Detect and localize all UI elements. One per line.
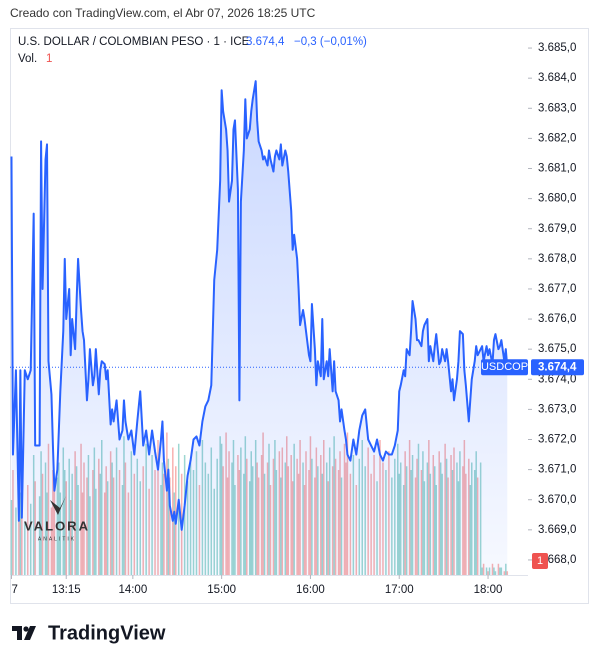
logo-icon	[12, 626, 36, 640]
watermark-icon	[50, 496, 66, 515]
y-tick-label: 3.670,0	[538, 494, 576, 506]
y-tick-label: 3.681,0	[538, 163, 576, 175]
y-tick-label: 3.677,0	[538, 283, 576, 295]
chart-frame	[10, 28, 589, 604]
footer-logo: TradingView	[12, 622, 166, 644]
caption: Creado con TradingView.com, el Abr 07, 2…	[10, 6, 316, 20]
watermark-text: VALORA	[24, 518, 90, 533]
x-tick-label: 7	[11, 584, 17, 596]
x-tick-label: 13:15	[52, 584, 81, 596]
x-tick-label: 16:00	[296, 584, 325, 596]
volume-tag	[532, 553, 548, 569]
price-line	[10, 80, 509, 531]
symbol-tag-text: USDCOP	[481, 361, 528, 373]
y-tick-label: 3.671,0	[538, 464, 576, 476]
y-tick-label: 3.673,0	[538, 403, 576, 415]
y-tick-label: 3.682,0	[538, 132, 576, 144]
volume-label: Vol.	[18, 53, 37, 65]
x-tick-label: 15:00	[207, 584, 236, 596]
last-price: 3.674,4	[246, 36, 285, 48]
symbol-tag	[481, 359, 528, 376]
x-tick-label: 14:00	[118, 584, 147, 596]
y-tick-label: 3.672,0	[538, 434, 576, 446]
plot	[10, 80, 509, 575]
y-tick-label: 3.676,0	[538, 313, 576, 325]
y-tick-label: 3.678,0	[538, 253, 576, 265]
area-fill	[11, 81, 508, 575]
symbol-title: U.S. DOLLAR / COLOMBIAN PESO · 1 · ICE	[18, 36, 250, 48]
y-tick-label: 3.684,0	[538, 72, 576, 84]
y-tick-label: 3.680,0	[538, 193, 576, 205]
y-tick-label: 3.683,0	[538, 102, 576, 114]
y-tick-label: 3.679,0	[538, 223, 576, 235]
volume-bar	[172, 447, 174, 575]
price-tag-text: 3.674,4	[538, 361, 577, 373]
x-tick-label: 18:00	[474, 584, 503, 596]
watermark-subtext: ANALITIK	[38, 536, 76, 542]
logo-text: TradingView	[48, 622, 166, 644]
y-tick-label: 3.669,0	[538, 524, 576, 536]
price-tag	[531, 359, 584, 376]
y-tick-label: 3.674,0	[538, 373, 576, 385]
volume-tag-text: 1	[537, 555, 543, 567]
volume-last: 1	[46, 53, 52, 65]
y-tick-label: 3.675,0	[538, 343, 576, 355]
logo-dot	[23, 626, 29, 632]
price-change: −0,3 (−0,01%)	[294, 36, 367, 48]
x-tick-label: 17:00	[385, 584, 414, 596]
y-tick-label: 3.685,0	[538, 42, 576, 54]
watermark: VALORA ANALITIK	[24, 496, 90, 542]
